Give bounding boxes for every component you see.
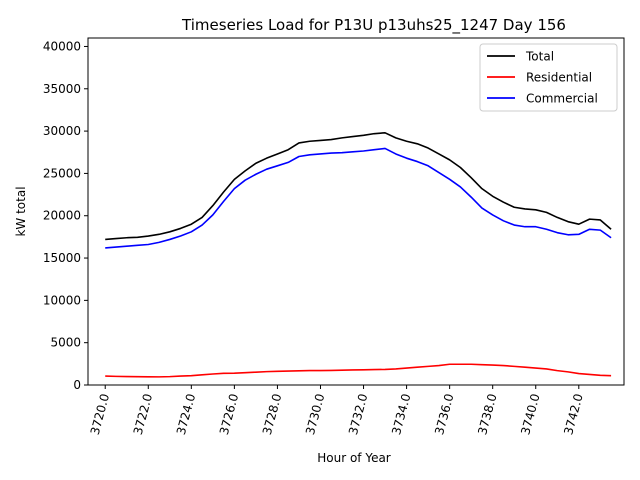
y-tick-label: 25000 — [43, 166, 81, 180]
x-tick-label: 3720.0 — [88, 392, 112, 436]
legend-label-residential: Residential — [526, 71, 592, 85]
series-line-commercial — [105, 147, 612, 249]
y-tick-label: 20000 — [43, 209, 81, 223]
y-tick-label: 35000 — [43, 82, 81, 96]
series-layer — [105, 131, 612, 378]
legend-label-commercial: Commercial — [526, 92, 598, 106]
x-tick-label: 3738.0 — [475, 392, 499, 436]
y-tick-label: 15000 — [43, 251, 81, 265]
x-axis: 3720.0 3722.0 3724.0 3726.0 3728.0 3730.0 3732… — [88, 385, 586, 436]
y-tick-label: 30000 — [43, 124, 81, 138]
x-tick-label: 3722.0 — [131, 392, 155, 436]
chart-title: Timeseries Load for P13U p13uhs25_1247 D… — [181, 16, 566, 35]
plot-frame — [87, 37, 625, 386]
y-tick-label: 10000 — [43, 293, 81, 307]
x-tick-label: 3728.0 — [260, 392, 284, 436]
x-tick-label: 3726.0 — [217, 392, 241, 436]
y-tick-label: 0 — [73, 378, 81, 392]
x-tick-label: 3730.0 — [303, 392, 327, 436]
series-line-total — [105, 131, 612, 241]
y-tick-label: 5000 — [50, 336, 81, 350]
x-tick-label: 3724.0 — [174, 392, 198, 436]
x-tick-label: 3742.0 — [561, 392, 585, 436]
y-axis: 0 5000 10000 15000 20000 25000 30000 35000 40000 — [43, 39, 88, 392]
x-tick-label: 3734.0 — [389, 392, 413, 436]
legend: Total Residential Commercial — [479, 43, 618, 112]
series-line-residential — [105, 363, 612, 378]
x-tick-label: 3740.0 — [518, 392, 542, 436]
x-axis-label: Hour of Year — [317, 451, 391, 465]
y-axis-label: kW total — [14, 186, 28, 236]
legend-label-total: Total — [525, 50, 554, 64]
legend-box — [479, 43, 618, 112]
x-tick-label: 3732.0 — [346, 392, 370, 436]
x-tick-label: 3736.0 — [432, 392, 456, 436]
y-tick-label: 40000 — [43, 39, 81, 53]
